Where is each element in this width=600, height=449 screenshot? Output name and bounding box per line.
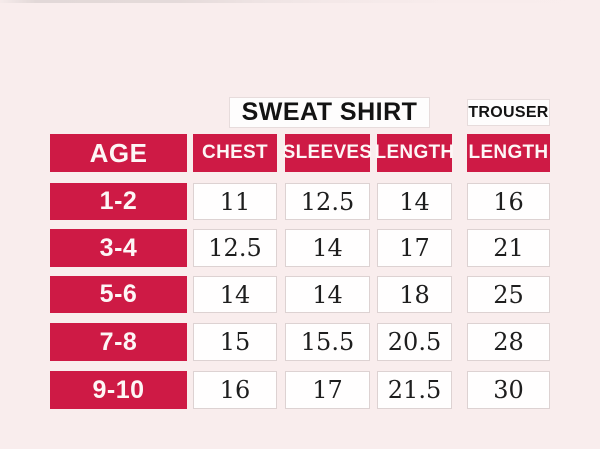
value-cell-length: 21.5 — [377, 371, 452, 409]
value-cell-chest: 16 — [193, 371, 277, 409]
value-cell-chest: 14 — [193, 276, 277, 313]
value-cell-trouser-length: 16 — [467, 183, 550, 220]
row-label-age-1-2: 1-2 — [50, 183, 187, 220]
row-label-age-5-6: 5-6 — [50, 276, 187, 313]
value-cell-length: 20.5 — [377, 323, 452, 361]
value-cell-sleeves: 17 — [285, 371, 370, 409]
column-header-trouser-length: LENGTH — [467, 134, 550, 172]
column-header-sleeves: SLEEVES — [283, 134, 372, 172]
value-cell-sleeves: 14 — [285, 229, 370, 267]
value-cell-length: 14 — [377, 183, 452, 220]
row-label-age-7-8: 7-8 — [50, 323, 187, 361]
top-edge-artifact — [0, 0, 600, 3]
value-cell-sleeves: 15.5 — [285, 323, 370, 361]
value-cell-chest: 11 — [193, 183, 277, 220]
row-label-age-9-10: 9-10 — [50, 371, 187, 409]
size-chart-table: SWEAT SHIRT TROUSER AGE CHEST SLEEVES LE… — [50, 97, 550, 409]
column-header-length: LENGTH — [375, 134, 454, 172]
value-cell-length: 18 — [377, 276, 452, 313]
sweat-shirt-group-header: SWEAT SHIRT — [229, 97, 430, 128]
value-cell-trouser-length: 25 — [467, 276, 550, 313]
value-cell-trouser-length: 21 — [467, 229, 550, 267]
value-cell-sleeves: 12.5 — [285, 183, 370, 220]
column-header-age: AGE — [50, 134, 187, 172]
value-cell-sleeves: 14 — [285, 276, 370, 313]
trouser-group-header: TROUSER — [467, 99, 550, 126]
value-cell-chest: 12.5 — [193, 229, 277, 267]
value-cell-chest: 15 — [193, 323, 277, 361]
column-header-chest: CHEST — [193, 134, 277, 172]
value-cell-trouser-length: 28 — [467, 323, 550, 361]
row-label-age-3-4: 3-4 — [50, 229, 187, 267]
value-cell-length: 17 — [377, 229, 452, 267]
value-cell-trouser-length: 30 — [467, 371, 550, 409]
